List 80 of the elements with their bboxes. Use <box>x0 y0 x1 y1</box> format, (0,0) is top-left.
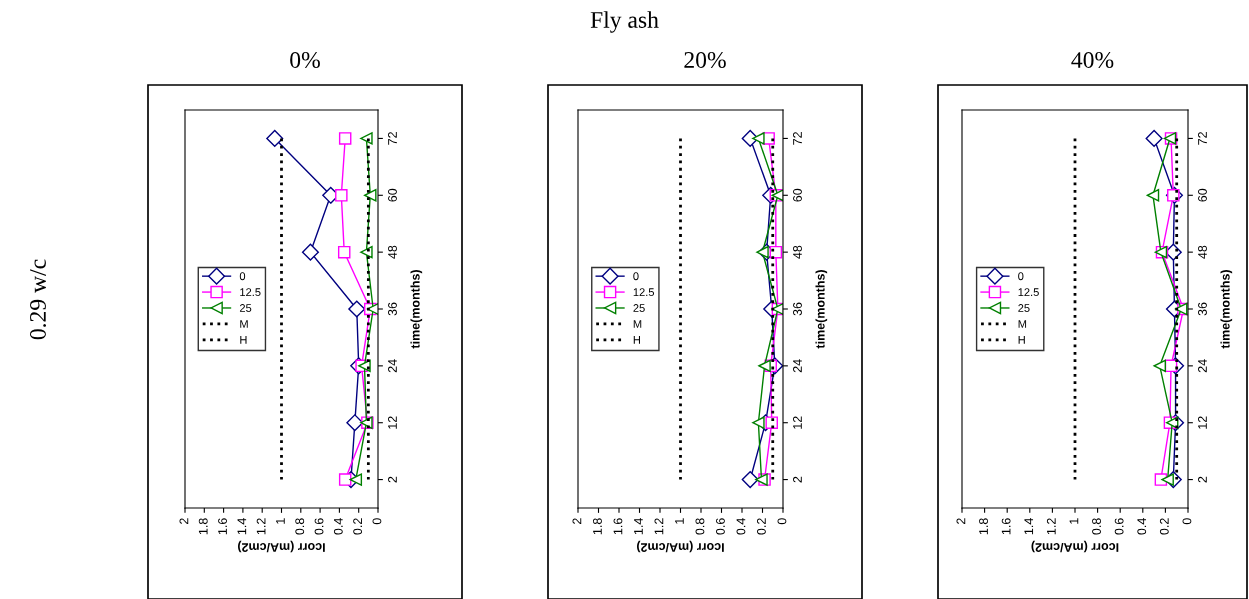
legend-label: 25 <box>239 304 252 312</box>
legend-label: 12.5 <box>633 288 655 297</box>
y-tick-label: 2 <box>1198 476 1207 483</box>
x-axis-title: Icorr (mA/cm2) <box>637 540 724 553</box>
legend-label: M <box>633 320 642 328</box>
y-tick-label: 48 <box>388 245 397 259</box>
x-tick-label: 1.8 <box>593 518 602 535</box>
x-tick-label: 0 <box>1182 518 1192 525</box>
legend-label: H <box>1018 336 1025 344</box>
x-tick-label: 1.2 <box>256 518 266 535</box>
y-tick-label: 12 <box>793 416 802 429</box>
legend-label: 12.5 <box>240 288 261 297</box>
y-tick-label: 72 <box>793 132 802 145</box>
y-tick-label: 2 <box>388 476 397 483</box>
y-tick-label: 24 <box>388 359 397 373</box>
x-tick-label: 0.4 <box>1137 518 1147 535</box>
chart-title: 40% <box>1071 51 1114 68</box>
y-tick-label: 48 <box>793 245 802 259</box>
legend-label: M <box>1018 320 1027 328</box>
x-tick-label: 0.6 <box>716 518 725 535</box>
x-tick-label: 1 <box>675 518 684 524</box>
y-tick-label: 60 <box>388 188 397 202</box>
chart-title: 20% <box>684 51 726 68</box>
x-tick-label: 1.2 <box>1046 518 1056 535</box>
x-tick-label: 0.6 <box>1114 518 1124 535</box>
text: 0.29 w/c <box>29 259 47 340</box>
legend-label: 25 <box>1018 304 1030 312</box>
x-tick-label: 1 <box>276 518 285 524</box>
x-tick-label: 0 <box>777 518 787 525</box>
chart-title: 0% <box>290 51 320 68</box>
y-tick-label: 72 <box>388 132 397 145</box>
x-tick-label: 0.4 <box>333 518 343 535</box>
y-tick-label: 36 <box>388 302 397 316</box>
y-tick-label: 60 <box>1198 188 1207 202</box>
x-tick-label: 0.2 <box>353 518 363 535</box>
y-tick-label: 72 <box>1198 132 1207 145</box>
legend-label: M <box>240 320 248 328</box>
legend-label: 25 <box>633 304 645 312</box>
legend-label: H <box>240 336 247 344</box>
text: Fly ash <box>590 11 659 33</box>
y-tick-label: 12 <box>1198 416 1207 429</box>
x-tick-label: 1.8 <box>979 518 988 535</box>
y-axis-title: time(months) <box>815 270 828 349</box>
x-tick-label: 1.8 <box>198 518 208 535</box>
x-tick-label: 1 <box>1069 518 1079 524</box>
x-tick-label: 0.6 <box>314 518 324 535</box>
legend-label: 0 <box>239 272 246 281</box>
y-tick-label: 24 <box>793 359 802 373</box>
x-tick-label: 1.4 <box>634 518 643 535</box>
legend-label: H <box>633 336 640 344</box>
legend-label: 0 <box>633 272 639 281</box>
x-tick-label: 1.6 <box>1001 518 1011 535</box>
x-tick-label: 1.4 <box>1024 518 1034 535</box>
x-tick-label: 0.8 <box>695 518 705 535</box>
y-tick-label: 36 <box>1198 302 1207 316</box>
x-tick-label: 0.8 <box>1092 518 1101 535</box>
y-tick-label: 12 <box>388 416 397 429</box>
y-tick-label: 60 <box>793 188 802 202</box>
x-tick-label: 1.4 <box>237 518 247 535</box>
x-axis-title: Icorr (mA/cm2) <box>1031 540 1119 553</box>
x-tick-label: 1.2 <box>654 518 664 535</box>
y-tick-label: 2 <box>793 476 802 483</box>
x-tick-label: 0.8 <box>295 518 305 535</box>
legend-label: 12.5 <box>1018 288 1039 297</box>
x-tick-label: 0 <box>372 518 382 525</box>
legend-label: 0 <box>1018 272 1024 281</box>
y-tick-label: 48 <box>1198 245 1207 259</box>
y-axis-title: time(months) <box>1220 270 1233 349</box>
y-axis-title: time(months) <box>410 270 423 349</box>
y-tick-label: 36 <box>793 302 802 316</box>
x-axis-title: Icorr (mA/cm2) <box>238 540 325 553</box>
y-tick-label: 24 <box>1198 359 1207 373</box>
x-tick-label: 1.6 <box>613 518 623 535</box>
x-tick-label: 0.4 <box>736 518 746 535</box>
x-tick-label: 0.2 <box>757 518 766 535</box>
x-tick-label: 2 <box>572 518 582 525</box>
x-tick-label: 2 <box>179 518 189 525</box>
x-tick-label: 0.2 <box>1159 518 1169 535</box>
x-tick-label: 1.6 <box>218 518 227 535</box>
x-tick-label: 2 <box>956 518 966 525</box>
